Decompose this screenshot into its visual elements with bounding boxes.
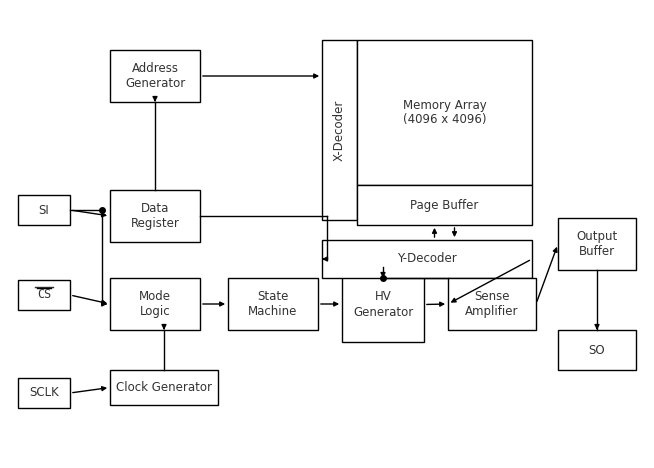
- Text: State
Machine: State Machine: [249, 290, 298, 318]
- Text: Output
Buffer: Output Buffer: [576, 230, 617, 258]
- Text: HV
Generator: HV Generator: [353, 291, 413, 319]
- Bar: [558, 218, 636, 270]
- Bar: [342, 267, 424, 342]
- Text: Address
Generator: Address Generator: [125, 62, 185, 90]
- Bar: [357, 185, 532, 225]
- Bar: [448, 278, 536, 330]
- Text: Y-Decoder: Y-Decoder: [397, 253, 457, 265]
- Bar: [18, 195, 70, 225]
- Text: CS: CS: [37, 288, 51, 301]
- Bar: [558, 330, 636, 370]
- Text: Mode
Logic: Mode Logic: [139, 290, 171, 318]
- Text: Memory Array
(4096 x 4096): Memory Array (4096 x 4096): [403, 98, 487, 126]
- Bar: [110, 50, 200, 102]
- Bar: [110, 278, 200, 330]
- Text: Data
Register: Data Register: [131, 202, 179, 230]
- Bar: [322, 40, 357, 220]
- Text: X-Decoder: X-Decoder: [333, 99, 346, 161]
- Text: SCLK: SCLK: [29, 387, 59, 400]
- Text: SO: SO: [589, 344, 606, 357]
- Text: Clock Generator: Clock Generator: [116, 381, 212, 394]
- Bar: [110, 190, 200, 242]
- Text: SI: SI: [39, 204, 49, 217]
- Bar: [18, 280, 70, 310]
- Bar: [18, 378, 70, 408]
- Bar: [110, 370, 218, 405]
- Bar: [357, 40, 532, 185]
- Bar: [228, 278, 318, 330]
- Text: Page Buffer: Page Buffer: [410, 198, 479, 212]
- Text: Sense
Amplifier: Sense Amplifier: [465, 290, 519, 318]
- Bar: [322, 240, 532, 278]
